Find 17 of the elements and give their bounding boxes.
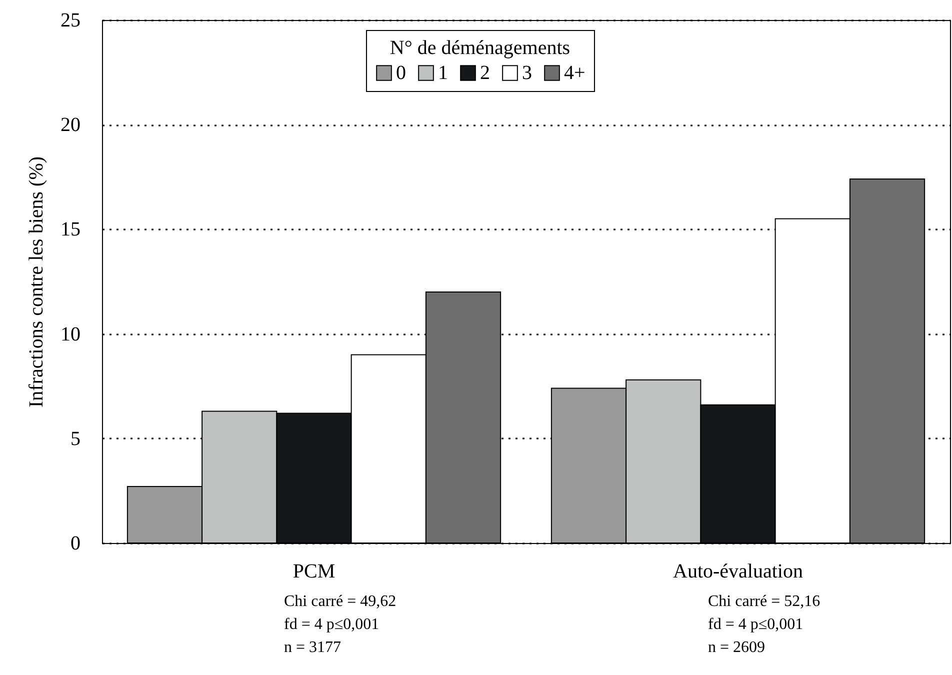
y-tick-label: 20 <box>60 114 80 136</box>
legend-label: 1 <box>438 62 448 84</box>
legend-label: 0 <box>396 62 406 84</box>
x-tick-label: PCM <box>292 560 336 582</box>
legend-title: N° de déménagements <box>390 37 570 59</box>
legend-label: 3 <box>522 62 532 84</box>
y-tick-label: 0 <box>70 532 80 554</box>
x-tick-label: Auto-évaluation <box>673 560 803 582</box>
y-tick-label: 5 <box>70 428 80 450</box>
y-tick-label: 25 <box>60 10 80 32</box>
y-axis-title: Infractions contre les biens (%) <box>26 156 48 408</box>
legend-label: 2 <box>480 62 490 84</box>
legend-label: 4+ <box>564 62 586 84</box>
y-tick-label: 10 <box>60 323 80 346</box>
text: Chi carré = 52,16 fd = 4 p≤0,001 n = 2609 <box>708 593 820 656</box>
text: Chi carré = 49,62 fd = 4 p≤0,001 n = 3177 <box>284 593 396 656</box>
y-tick-label: 15 <box>60 218 80 241</box>
